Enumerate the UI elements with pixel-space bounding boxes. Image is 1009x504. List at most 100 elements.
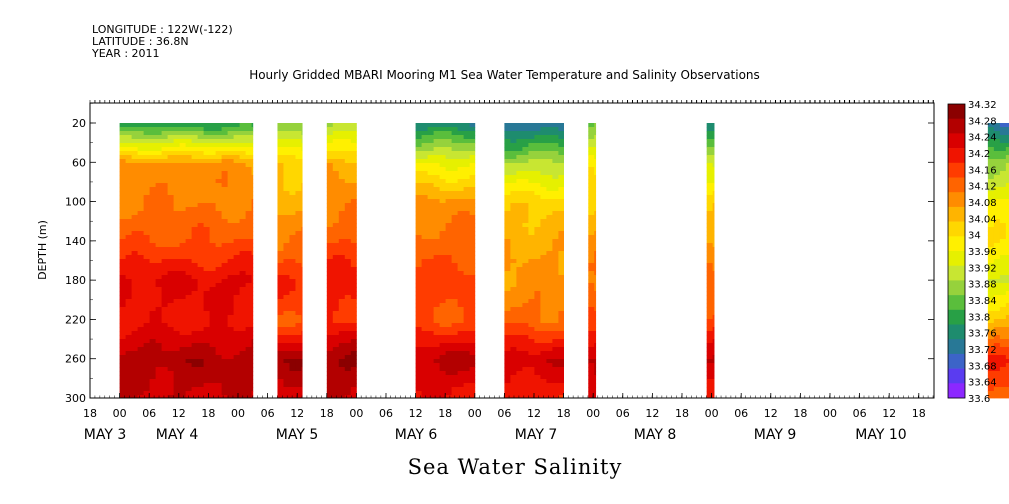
salinity-cell: [197, 207, 204, 212]
salinity-cell: [510, 351, 517, 356]
salinity-cell: [594, 139, 597, 144]
salinity-cell: [173, 131, 180, 136]
salinity-cell: [469, 283, 476, 288]
salinity-cell: [594, 143, 597, 148]
salinity-cell: [326, 167, 334, 172]
salinity-cell: [1005, 215, 1009, 220]
salinity-cell: [1005, 271, 1009, 276]
salinity-cell: [469, 391, 476, 396]
salinity-cell: [439, 167, 446, 172]
salinity-cell: [516, 207, 523, 212]
salinity-cell: [528, 319, 535, 324]
salinity-cell: [155, 123, 162, 128]
salinity-cell: [712, 363, 715, 368]
salinity-cell: [993, 231, 1001, 236]
salinity-cell: [167, 335, 174, 340]
salinity-cell: [277, 247, 284, 252]
salinity-cell: [215, 271, 222, 276]
salinity-cell: [350, 295, 357, 300]
salinity-cell: [326, 363, 334, 368]
salinity-cell: [301, 335, 303, 340]
salinity-cell: [149, 335, 156, 340]
salinity-cell: [546, 263, 553, 268]
salinity-cell: [283, 183, 290, 188]
salinity-cell: [233, 279, 240, 284]
salinity-cell: [191, 327, 198, 332]
salinity-cell: [712, 243, 715, 248]
salinity-cell: [516, 255, 523, 260]
salinity-cell: [326, 375, 334, 380]
salinity-cell: [558, 147, 564, 152]
salinity-cell: [427, 383, 434, 388]
salinity-cell: [239, 315, 246, 320]
salinity-cell: [588, 215, 595, 220]
salinity-cell: [546, 351, 553, 356]
salinity-cell: [215, 135, 222, 140]
salinity-cell: [332, 351, 340, 356]
salinity-cell: [439, 275, 446, 280]
salinity-cell: [463, 147, 470, 152]
salinity-cell: [594, 223, 597, 228]
salinity-cell: [289, 259, 296, 264]
salinity-cell: [344, 287, 352, 292]
salinity-cell: [179, 283, 186, 288]
salinity-cell: [251, 135, 254, 140]
salinity-cell: [161, 367, 168, 372]
salinity-cell: [457, 183, 464, 188]
salinity-cell: [421, 307, 428, 312]
salinity-cell: [433, 351, 440, 356]
salinity-cell: [221, 139, 228, 144]
salinity-cell: [155, 159, 162, 164]
salinity-cell: [173, 175, 180, 180]
salinity-cell: [179, 167, 186, 172]
salinity-cell: [463, 331, 470, 336]
salinity-cell: [504, 291, 511, 296]
salinity-cell: [540, 195, 547, 200]
salinity-cell: [203, 259, 210, 264]
salinity-cell: [143, 319, 150, 324]
salinity-cell: [283, 191, 290, 196]
salinity-cell: [185, 315, 192, 320]
salinity-cell: [295, 143, 302, 148]
salinity-cell: [245, 255, 252, 260]
salinity-cell: [999, 335, 1007, 340]
salinity-cell: [516, 339, 523, 344]
salinity-cell: [528, 199, 535, 204]
salinity-cell: [594, 127, 597, 132]
salinity-cell: [233, 135, 240, 140]
salinity-cell: [179, 311, 186, 316]
salinity-cell: [161, 331, 168, 336]
salinity-cell: [350, 387, 357, 392]
salinity-cell: [993, 271, 1001, 276]
salinity-cell: [131, 227, 138, 232]
salinity-cell: [534, 323, 541, 328]
salinity-cell: [451, 171, 458, 176]
salinity-cell: [191, 343, 198, 348]
salinity-cell: [295, 215, 302, 220]
salinity-cell: [283, 295, 290, 300]
salinity-cell: [191, 243, 198, 248]
salinity-cell: [179, 267, 186, 272]
salinity-cell: [445, 143, 452, 148]
salinity-cell: [239, 379, 246, 384]
salinity-cell: [155, 327, 162, 332]
salinity-cell: [993, 215, 1001, 220]
salinity-cell: [987, 159, 995, 164]
salinity-cell: [706, 155, 714, 160]
salinity-cell: [433, 339, 440, 344]
salinity-cell: [469, 147, 476, 152]
salinity-cell: [439, 375, 446, 380]
salinity-cell: [457, 267, 464, 272]
salinity-cell: [445, 239, 452, 244]
salinity-cell: [457, 179, 464, 184]
salinity-cell: [552, 375, 559, 380]
salinity-cell: [528, 295, 535, 300]
salinity-cell: [457, 387, 464, 392]
salinity-cell: [137, 155, 144, 160]
salinity-cell: [338, 275, 346, 280]
salinity-cell: [167, 387, 174, 392]
salinity-cell: [463, 139, 470, 144]
salinity-cell: [552, 343, 559, 348]
salinity-cell: [439, 355, 446, 360]
salinity-cell: [1005, 151, 1009, 156]
